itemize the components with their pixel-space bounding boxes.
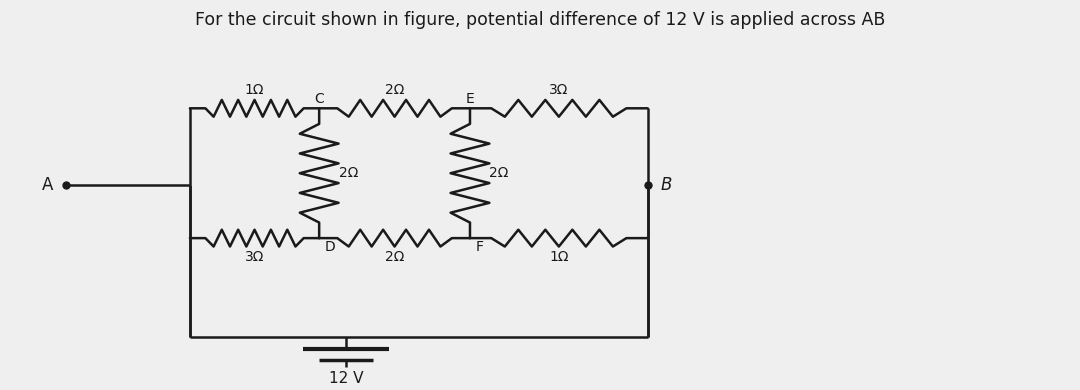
Text: 3Ω: 3Ω xyxy=(549,83,568,97)
Text: 2Ω: 2Ω xyxy=(384,83,404,97)
Text: 12 V: 12 V xyxy=(328,371,363,386)
Text: 2Ω: 2Ω xyxy=(338,166,357,180)
Text: 1Ω: 1Ω xyxy=(245,83,265,97)
Text: 3Ω: 3Ω xyxy=(245,250,265,264)
Text: 2Ω: 2Ω xyxy=(384,250,404,264)
Text: B: B xyxy=(661,176,672,194)
Text: F: F xyxy=(475,240,484,254)
Text: 2Ω: 2Ω xyxy=(489,166,509,180)
Text: D: D xyxy=(325,240,335,254)
Text: For the circuit shown in figure, potential difference of 12 V is applied across : For the circuit shown in figure, potenti… xyxy=(194,11,886,29)
Text: E: E xyxy=(465,92,474,106)
Text: A: A xyxy=(42,176,53,194)
Text: C: C xyxy=(314,92,324,106)
Text: 1Ω: 1Ω xyxy=(549,250,568,264)
